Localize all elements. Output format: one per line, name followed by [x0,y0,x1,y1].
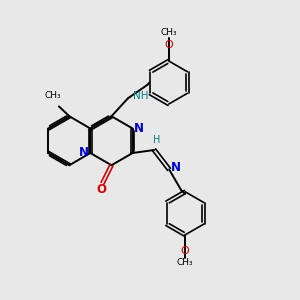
Text: CH₃: CH₃ [160,28,177,38]
Text: N: N [134,122,144,135]
Text: O: O [181,246,190,256]
Text: CH₃: CH₃ [45,91,61,100]
Text: N: N [79,146,89,160]
Text: O: O [164,40,173,50]
Text: H: H [153,135,160,146]
Text: CH₃: CH₃ [177,258,194,267]
Text: O: O [96,183,106,196]
Text: NH: NH [133,91,149,101]
Text: N: N [171,161,181,174]
